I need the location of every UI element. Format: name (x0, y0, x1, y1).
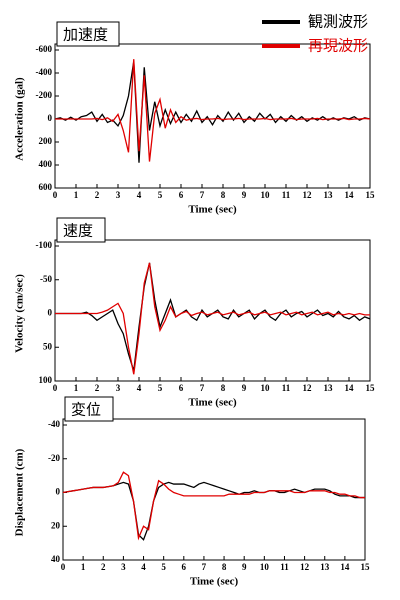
x-tick-label: 14 (345, 383, 355, 393)
x-tick-label: 2 (101, 562, 106, 572)
x-axis-title: Time (sec) (188, 397, 237, 409)
y-tick-label: 400 (39, 159, 53, 169)
y-tick-label: 0 (48, 308, 53, 318)
x-tick-label: 14 (345, 190, 355, 200)
y-tick-label: -600 (36, 44, 53, 54)
x-tick-label: 6 (179, 383, 184, 393)
x-tick-label: 15 (361, 562, 371, 572)
panel-label: 変位 (71, 401, 101, 419)
y-tick-label: -200 (36, 90, 53, 100)
y-tick-label: -20 (48, 453, 60, 463)
panel-label: 速度 (63, 222, 93, 240)
x-tick-label: 10 (261, 190, 271, 200)
y-tick-label: -100 (36, 240, 53, 250)
x-tick-label: 10 (261, 383, 271, 393)
plot-frame (54, 239, 371, 382)
y-tick-label: 0 (48, 113, 53, 123)
x-tick-label: 3 (121, 562, 126, 572)
x-tick-label: 12 (300, 562, 310, 572)
x-tick-label: 6 (179, 190, 184, 200)
panel-label: 加速度 (63, 26, 108, 44)
x-tick-label: 8 (221, 190, 226, 200)
x-tick-label: 0 (53, 190, 58, 200)
y-tick-label: 40 (51, 554, 61, 564)
series-line (55, 59, 371, 162)
x-tick-label: 15 (366, 190, 376, 200)
panel-label-box (64, 396, 114, 422)
x-tick-label: 14 (340, 562, 350, 572)
x-tick-label: 13 (324, 190, 334, 200)
x-tick-label: 3 (116, 190, 121, 200)
x-tick-label: 12 (303, 383, 313, 393)
x-tick-label: 4 (137, 190, 142, 200)
legend-label: 観測波形 (308, 13, 368, 31)
x-tick-label: 9 (242, 562, 247, 572)
x-tick-label: 0 (61, 562, 66, 572)
x-tick-label: 1 (74, 383, 79, 393)
legend-label: 再現波形 (308, 37, 368, 55)
y-tick-label: 50 (43, 341, 53, 351)
plot-frame (62, 418, 366, 561)
series-line (55, 262, 370, 375)
panel-label-box (56, 217, 106, 243)
x-tick-label: 11 (280, 562, 289, 572)
x-tick-label: 0 (53, 383, 58, 393)
y-tick-label: 200 (39, 136, 53, 146)
x-tick-label: 11 (282, 383, 291, 393)
panel-label-box (56, 21, 120, 47)
x-axis-title: Time (sec) (188, 204, 237, 216)
x-tick-label: 5 (161, 562, 166, 572)
series-line (55, 262, 371, 372)
x-tick-label: 1 (81, 562, 86, 572)
x-tick-label: 4 (141, 562, 146, 572)
y-tick-label: 600 (39, 182, 53, 192)
y-tick-label: -50 (40, 274, 52, 284)
x-axis-title: Time (sec) (190, 576, 239, 588)
series-line (62, 471, 365, 541)
x-tick-label: 9 (242, 383, 247, 393)
x-tick-label: 5 (158, 383, 163, 393)
x-tick-label: 10 (260, 562, 270, 572)
x-tick-label: 8 (222, 562, 227, 572)
x-tick-label: 6 (182, 562, 187, 572)
x-tick-label: 7 (200, 383, 205, 393)
y-axis-title: Acceleration (gal) (14, 77, 26, 161)
x-tick-label: 5 (158, 190, 163, 200)
x-tick-label: 7 (200, 190, 205, 200)
x-tick-label: 13 (324, 383, 334, 393)
x-tick-label: 13 (320, 562, 330, 572)
x-tick-label: 8 (221, 383, 226, 393)
y-axis-title: Velocity (cm/sec) (14, 274, 26, 353)
y-tick-label: 0 (56, 487, 61, 497)
x-tick-label: 3 (116, 383, 121, 393)
series-line (54, 61, 371, 163)
y-tick-label: 100 (39, 375, 53, 385)
x-tick-label: 1 (74, 190, 79, 200)
x-tick-label: 12 (303, 190, 313, 200)
y-tick-label: -400 (36, 67, 53, 77)
x-tick-label: 11 (282, 190, 291, 200)
x-tick-label: 4 (137, 383, 142, 393)
y-tick-label: -40 (48, 419, 60, 429)
x-tick-label: 2 (95, 190, 100, 200)
x-tick-label: 9 (242, 190, 247, 200)
y-tick-label: 20 (51, 520, 61, 530)
x-tick-label: 2 (95, 383, 100, 393)
plot-frame (54, 43, 371, 189)
x-tick-label: 15 (366, 383, 376, 393)
x-tick-label: 7 (202, 562, 207, 572)
y-axis-title: Displacement (cm) (14, 448, 26, 536)
